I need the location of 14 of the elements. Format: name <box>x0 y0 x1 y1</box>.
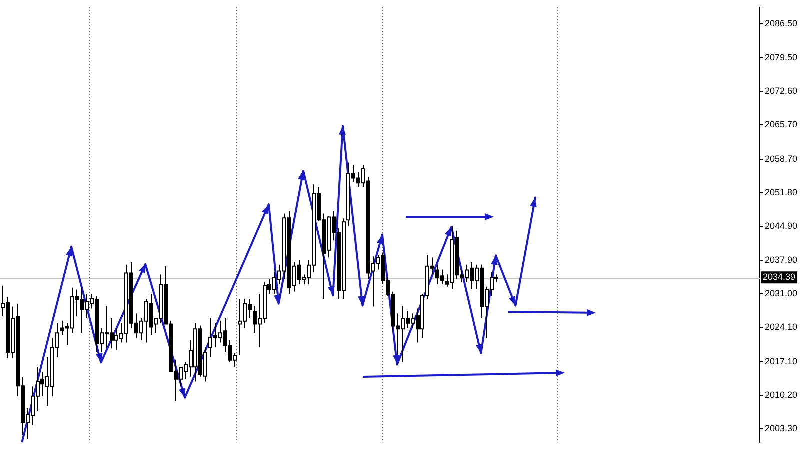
ref-line-label: 2034.39 <box>763 272 796 282</box>
y-tick-label: 2058.70 <box>765 154 798 164</box>
y-tick-label: 2044.90 <box>765 220 798 231</box>
y-tick-label: 2051.80 <box>765 187 798 198</box>
y-tick-label: 2003.30 <box>765 423 798 434</box>
y-tick-label: 2079.50 <box>765 52 798 63</box>
y-tick-label: 2010.20 <box>765 390 798 400</box>
y-tick-label: 2065.70 <box>765 120 798 130</box>
y-tick-label: 2024.10 <box>765 322 798 332</box>
y-tick-label: 2037.90 <box>765 255 798 266</box>
y-tick-label: 2031.00 <box>765 288 798 299</box>
y-tick-label: 2072.60 <box>765 86 798 96</box>
y-tick-label: 2086.50 <box>765 18 798 28</box>
y-tick-label: 2017.10 <box>765 356 798 366</box>
